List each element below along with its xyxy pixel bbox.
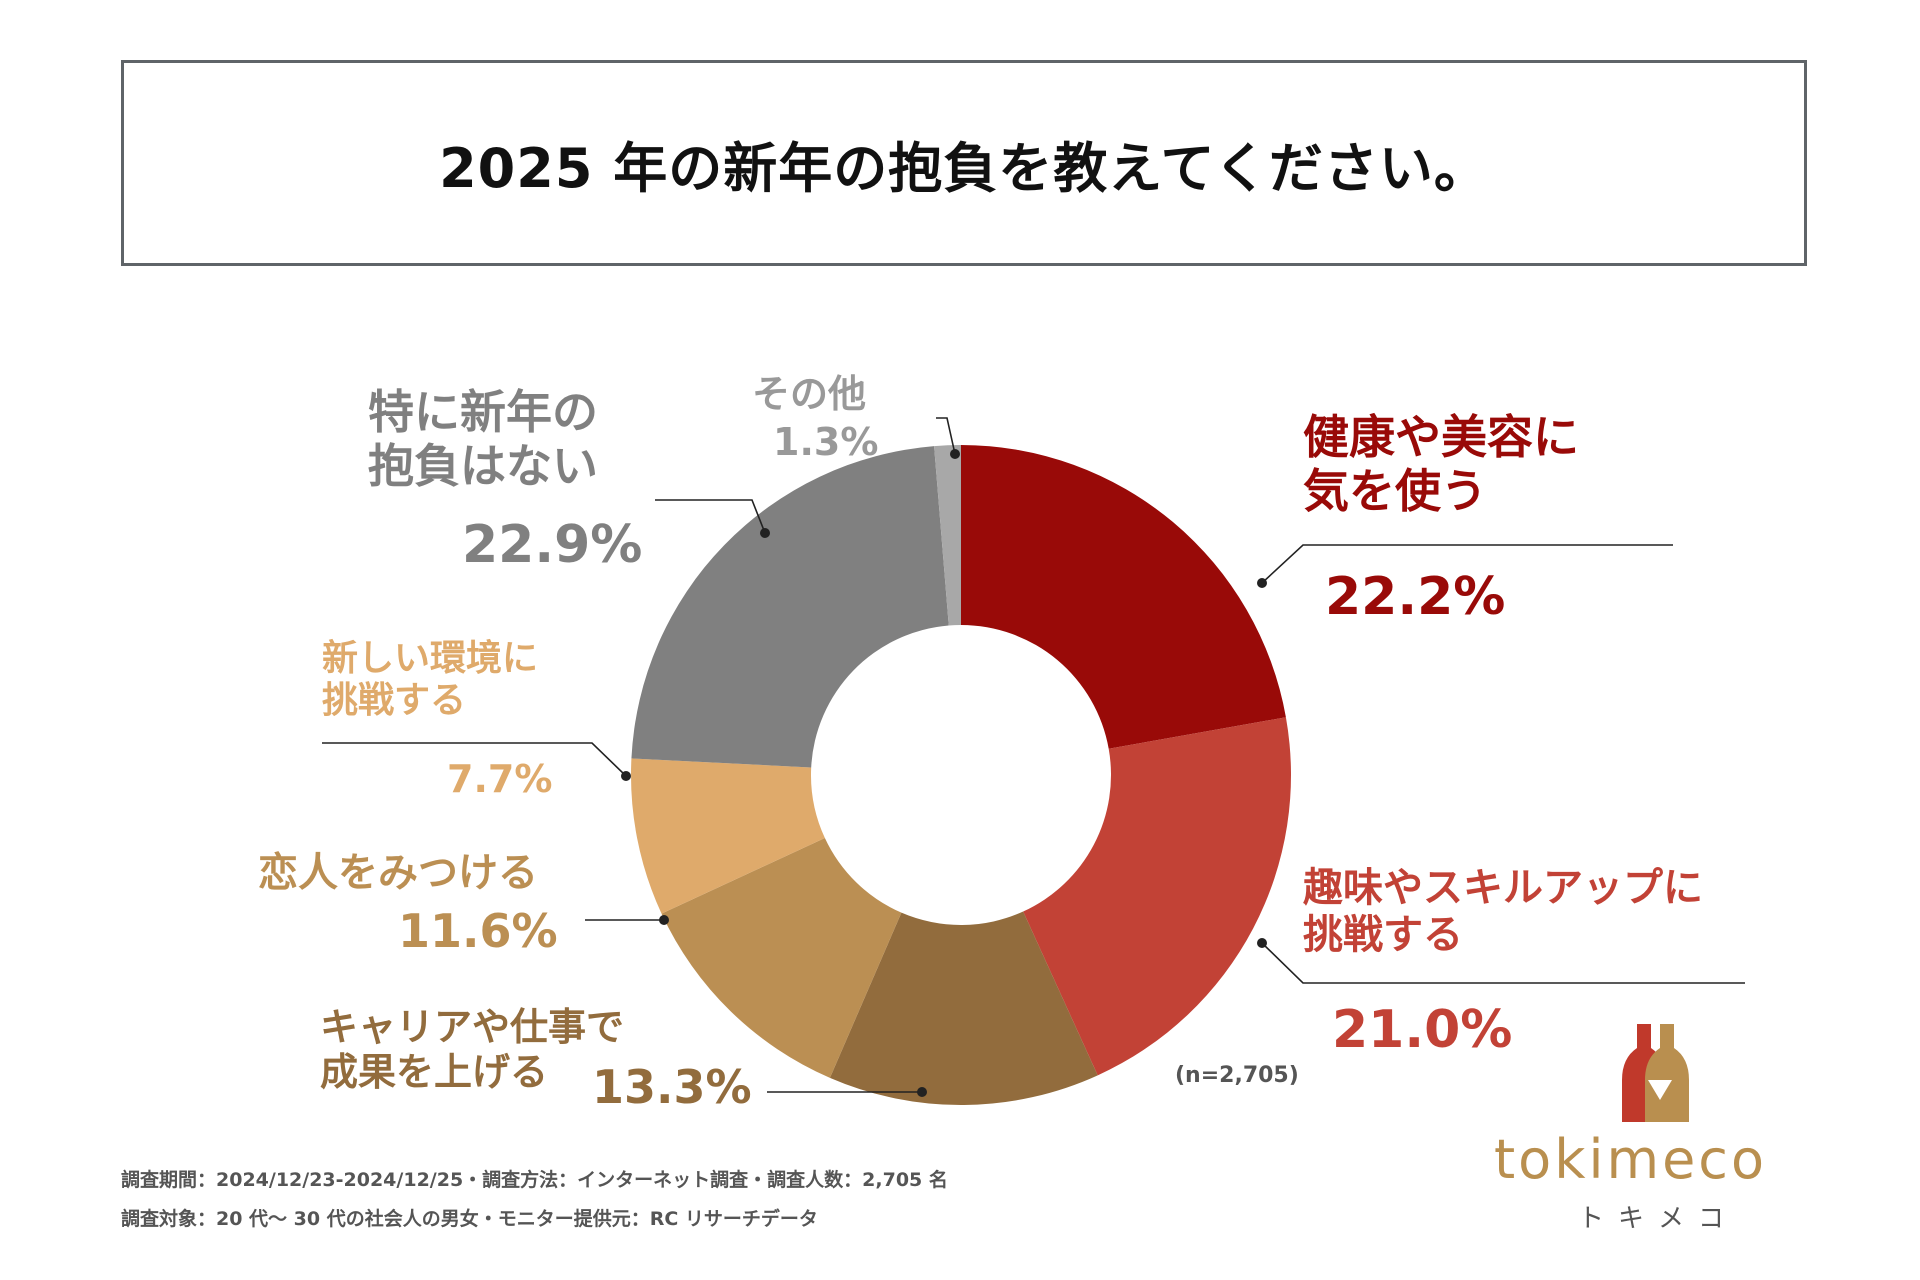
- sample-size: (n=2,705): [1175, 1063, 1299, 1088]
- label-env: 新しい環境に 挑戦する: [322, 638, 538, 723]
- title-box: 2025 年の新年の抱負を教えてください。: [121, 60, 1807, 266]
- label-none: 特に新年の 抱負はない: [368, 385, 598, 494]
- logo-kana: トキメコ: [1578, 1204, 1739, 1234]
- leader-env-dot: [621, 771, 631, 781]
- label-other-pct: 1.3%: [773, 420, 879, 464]
- footer-survey-info: 調査期間：2024/12/23-2024/12/25・調査方法：インターネット調…: [121, 1169, 948, 1191]
- label-career-line1: キャリアや仕事で: [320, 1005, 625, 1049]
- footer-survey-target: 調査対象：20 代～ 30 代の社会人の男女・モニター提供元：RC リサーチデー…: [121, 1208, 818, 1230]
- label-hobby-line2: 挑戦する: [1303, 912, 1463, 959]
- label-health: 健康や美容に 気を使う: [1303, 410, 1579, 519]
- donut-slice-7: [934, 445, 961, 626]
- label-lover-pct: 11.6%: [398, 904, 558, 958]
- label-env-pct: 7.7%: [447, 757, 553, 801]
- donut-slice-3: [829, 911, 1098, 1105]
- leader-none-dot: [760, 528, 770, 538]
- donut-slice-2: [1023, 717, 1291, 1076]
- leader-other: [936, 417, 956, 455]
- leader-health-dot: [1257, 578, 1267, 588]
- leader-env: [322, 742, 627, 777]
- leader-hobby: [1261, 942, 1745, 984]
- label-env-line1: 新しい環境に: [322, 638, 539, 679]
- leader-health: [1261, 544, 1673, 584]
- label-none-pct: 22.9%: [462, 515, 643, 575]
- label-hobby-pct: 21.0%: [1332, 1000, 1513, 1060]
- label-lover-line1: 恋人をみつける: [258, 850, 538, 896]
- chart-title: 2025 年の新年の抱負を教えてください。: [439, 136, 1489, 200]
- donut-slice-6: [631, 446, 949, 768]
- leader-hobby-dot: [1257, 938, 1267, 948]
- label-health-pct: 22.2%: [1325, 567, 1506, 627]
- label-lover: 恋人をみつける: [258, 850, 538, 897]
- label-career-line2: 成果を上げる: [320, 1049, 549, 1094]
- label-health-line2: 気を使う: [1303, 464, 1487, 519]
- donut-slice-4: [661, 838, 902, 1078]
- label-career-pct: 13.3%: [592, 1060, 752, 1114]
- leader-career-dot: [917, 1087, 927, 1097]
- label-other-line1: その他: [752, 372, 867, 416]
- leader-other-dot: [950, 449, 960, 459]
- donut-slice-5: [631, 758, 825, 914]
- label-health-line1: 健康や美容に: [1303, 410, 1579, 464]
- label-career: キャリアや仕事で 成果を上げる: [320, 1005, 624, 1095]
- label-other: その他: [752, 372, 866, 417]
- logo-text: tokimeco: [1494, 1128, 1768, 1191]
- label-env-line2: 挑戦する: [322, 680, 467, 722]
- leader-none: [655, 499, 766, 534]
- leader-lover-dot: [659, 915, 669, 925]
- label-none-line1: 特に新年の: [368, 385, 598, 439]
- label-none-line2: 抱負はない: [368, 439, 598, 494]
- donut-slice-1: [961, 445, 1286, 749]
- logo-bottles-icon: [1622, 1024, 1689, 1122]
- label-hobby: 趣味やスキルアップに 挑戦する: [1303, 865, 1703, 959]
- label-hobby-line1: 趣味やスキルアップに: [1303, 865, 1703, 911]
